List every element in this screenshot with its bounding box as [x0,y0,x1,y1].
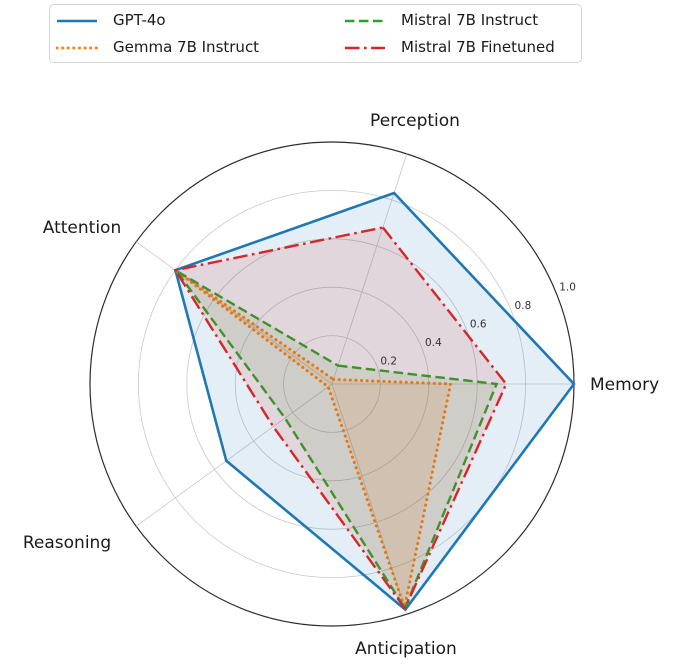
axis-label-perception: Perception [370,111,460,131]
legend-item-mistral-7b-instruct: Mistral 7B Instruct [344,7,581,34]
axis-spoke-anticipation [331,383,408,615]
legend-label: GPT-4o [113,11,166,29]
series-line-gpt-4o [173,191,576,612]
legend-label: Gemma 7B Instruct [113,38,260,56]
legend-item-mistral-7b-finetuned: Mistral 7B Finetuned [344,34,581,61]
series-fill-gpt-4o [175,193,574,610]
legend-line-sample-dotted [56,46,98,49]
axis-spoke-attention [135,241,333,385]
legend-line-sample-solid [57,19,97,22]
series-line-mistral-7b-finetuned [173,226,508,611]
axis-label-reasoning: Reasoning [23,533,111,553]
radial-tick-label: 0.8 [515,300,532,312]
radial-tick-label: 1.0 [559,281,576,293]
radial-tick-label: 0.6 [470,319,487,331]
legend-label: Mistral 7B Instruct [401,11,539,29]
series-line-mistral-7b-instruct [175,269,499,612]
series-fill-gemma-7b-instruct [176,270,451,608]
legend-line-sample-dashdot [345,46,385,49]
axis-spoke-reasoning [135,383,333,527]
axis-label-anticipation: Anticipation [355,639,457,659]
legend-label: Mistral 7B Finetuned [401,38,555,56]
legend-item-gpt-4o: GPT-4o [56,7,344,34]
series-fill-mistral-7b-finetuned [175,227,507,609]
series-fill-mistral-7b-instruct [176,270,497,609]
series-line-gemma-7b-instruct [175,269,453,613]
axis-label-memory: Memory [590,375,659,395]
axis-label-attention: Attention [43,218,121,238]
radial-tick-label: 0.2 [380,356,397,368]
legend: GPT-4o Mistral 7B Instruct Gemma 7B Instru… [49,4,582,63]
radial-tick-label: 0.4 [425,337,442,349]
legend-line-sample-dashed [345,19,385,22]
legend-item-gemma-7b-instruct: Gemma 7B Instruct [56,34,344,61]
